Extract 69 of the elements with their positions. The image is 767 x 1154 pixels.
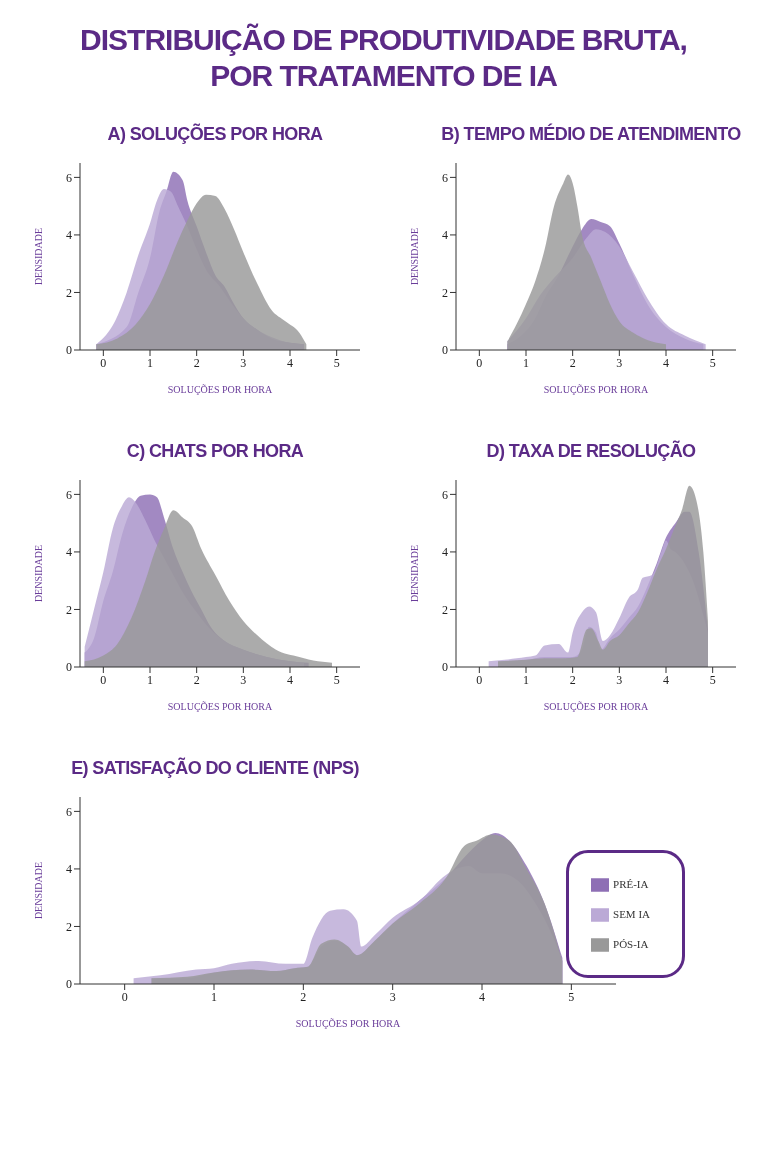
x-tick-label: 5	[568, 989, 575, 1004]
y-tick-label: 6	[442, 487, 448, 502]
x-tick-label: 3	[616, 672, 623, 687]
x-tick-label: 4	[663, 672, 669, 687]
y-axis-title: DENSIDADE	[32, 227, 44, 286]
y-tick-label: 4	[442, 545, 448, 560]
chart-title: D) TAXA DE RESOLUÇÃO	[485, 441, 697, 462]
y-tick-label: 4	[442, 228, 448, 243]
x-tick-label: 0	[100, 355, 107, 370]
x-tick-label: 1	[147, 672, 153, 687]
x-tick-label: 4	[663, 355, 669, 370]
y-tick-label: 2	[442, 602, 448, 617]
y-tick-label: 6	[442, 170, 448, 185]
chart-title: A) SOLUÇÕES POR HORA	[106, 124, 324, 145]
x-axis-title: SOLUÇÕES POR HORA	[167, 384, 274, 395]
x-tick-label: 0	[476, 672, 483, 687]
y-tick-label: 2	[66, 285, 72, 300]
y-tick-label: 0	[66, 660, 72, 675]
x-axis-title: SOLUÇÕES POR HORA	[543, 701, 650, 712]
x-tick-label: 0	[100, 672, 107, 687]
x-tick-label: 2	[193, 672, 200, 687]
x-axis-title: SOLUÇÕES POR HORA	[543, 384, 650, 395]
x-tick-label: 3	[389, 989, 396, 1004]
y-tick-label: 4	[66, 862, 72, 877]
y-tick-label: 0	[442, 660, 448, 675]
x-tick-label: 1	[523, 672, 529, 687]
x-tick-label: 2	[569, 355, 576, 370]
x-tick-label: 4	[479, 989, 486, 1004]
text: DISTRIBUIÇÃO DE PRODUTIVIDADE BRUTA, POR TRATAMENTO DE IA	[79, 22, 688, 94]
x-tick-label: 5	[333, 672, 340, 687]
legend-label: PÓS-IA	[613, 938, 649, 950]
x-tick-label: 2	[193, 355, 200, 370]
legend-label: PRÉ-IA	[613, 878, 649, 890]
x-axis-title: SOLUÇÕES POR HORA	[167, 701, 274, 712]
x-tick-label: 0	[121, 989, 128, 1004]
y-tick-label: 6	[66, 804, 72, 819]
y-tick-label: 0	[442, 343, 448, 358]
chart-title: B) TEMPO MÉDIO DE ATENDIMENTO	[440, 124, 742, 145]
x-tick-label: 5	[709, 672, 716, 687]
x-tick-label: 3	[240, 672, 247, 687]
x-tick-label: 2	[300, 989, 307, 1004]
y-tick-label: 6	[66, 170, 72, 185]
x-tick-label: 1	[523, 355, 529, 370]
y-axis-title: DENSIDADE	[408, 544, 420, 603]
x-tick-label: 2	[569, 672, 576, 687]
y-axis-title: DENSIDADE	[32, 861, 44, 920]
y-axis-title: DENSIDADE	[408, 227, 420, 286]
y-tick-label: 2	[66, 602, 72, 617]
y-tick-label: 2	[66, 919, 72, 934]
x-tick-label: 5	[709, 355, 716, 370]
x-tick-label: 1	[211, 989, 217, 1004]
x-tick-label: 4	[287, 672, 293, 687]
x-tick-label: 0	[476, 355, 483, 370]
y-tick-label: 4	[66, 545, 72, 560]
x-axis-title: SOLUÇÕES POR HORA	[295, 1018, 402, 1029]
y-axis-title: DENSIDADE	[32, 544, 44, 603]
y-tick-label: 6	[66, 487, 72, 502]
y-tick-label: 2	[442, 285, 448, 300]
y-tick-label: 0	[66, 343, 72, 358]
x-tick-label: 4	[287, 355, 293, 370]
x-tick-label: 5	[333, 355, 340, 370]
chart-title: C) CHATS POR HORA	[125, 441, 305, 462]
x-tick-label: 1	[147, 355, 153, 370]
x-tick-label: 3	[616, 355, 623, 370]
x-tick-label: 3	[240, 355, 247, 370]
chart-title: E) SATISFAÇÃO DO CLIENTE (NPS)	[70, 758, 360, 779]
legend-label: SEM IA	[613, 908, 650, 920]
y-tick-label: 4	[66, 228, 72, 243]
y-tick-label: 0	[66, 977, 72, 992]
